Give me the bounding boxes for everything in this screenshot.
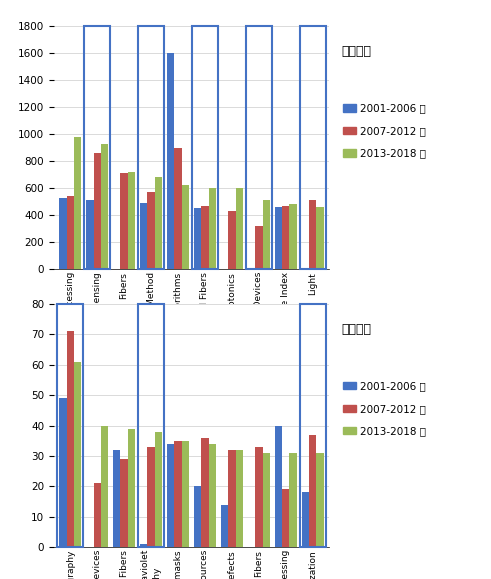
Bar	[155, 177, 162, 269]
Bar	[74, 362, 81, 547]
Bar	[59, 398, 67, 547]
Bar	[192, 26, 218, 269]
Text: 「日本」: 「日本」	[342, 323, 372, 336]
Bar	[255, 447, 263, 547]
Bar	[128, 428, 135, 547]
Bar	[209, 444, 216, 547]
Bar	[59, 197, 67, 269]
Bar	[113, 450, 120, 547]
Bar	[316, 453, 324, 547]
Bar	[67, 196, 74, 269]
Bar	[93, 153, 101, 269]
Bar	[140, 544, 147, 547]
Bar	[309, 435, 316, 547]
Bar	[302, 492, 309, 547]
Bar	[147, 447, 155, 547]
Bar	[155, 432, 162, 547]
Bar	[209, 188, 216, 269]
Bar	[228, 211, 236, 269]
Bar	[167, 53, 174, 269]
Bar	[201, 206, 209, 269]
Bar	[93, 483, 101, 547]
Bar	[255, 226, 263, 269]
Bar	[86, 200, 93, 269]
Bar	[236, 188, 243, 269]
Bar	[101, 144, 108, 269]
Bar	[275, 426, 282, 547]
Bar	[290, 453, 297, 547]
Bar	[194, 486, 201, 547]
Legend: 2001-2006 年, 2007-2012 年, 2013-2018 年: 2001-2006 年, 2007-2012 年, 2013-2018 年	[339, 100, 430, 163]
Bar	[282, 489, 290, 547]
Bar	[74, 137, 81, 269]
Bar	[201, 438, 209, 547]
Bar	[138, 26, 164, 269]
Bar	[182, 185, 189, 269]
Bar	[101, 426, 108, 547]
Bar	[228, 450, 236, 547]
Bar	[140, 203, 147, 269]
Bar	[194, 208, 201, 269]
Bar	[246, 26, 272, 269]
Legend: 2001-2006 年, 2007-2012 年, 2013-2018 年: 2001-2006 年, 2007-2012 年, 2013-2018 年	[339, 378, 430, 441]
Bar	[84, 26, 110, 269]
Bar	[138, 304, 164, 547]
Bar	[174, 148, 182, 269]
Bar	[263, 453, 270, 547]
Bar	[147, 192, 155, 269]
Bar	[174, 441, 182, 547]
Bar	[221, 504, 228, 547]
Bar	[282, 206, 290, 269]
Bar	[290, 204, 297, 269]
Bar	[236, 450, 243, 547]
Bar	[120, 459, 128, 547]
Bar	[67, 331, 74, 547]
Bar	[57, 304, 83, 547]
Bar	[300, 304, 326, 547]
Bar	[120, 173, 128, 269]
Bar	[300, 26, 326, 269]
Bar	[275, 207, 282, 269]
Bar	[128, 172, 135, 269]
Text: 「世界」: 「世界」	[342, 45, 372, 58]
Bar	[182, 441, 189, 547]
Bar	[263, 200, 270, 269]
Bar	[309, 200, 316, 269]
Bar	[316, 207, 324, 269]
Bar	[167, 444, 174, 547]
